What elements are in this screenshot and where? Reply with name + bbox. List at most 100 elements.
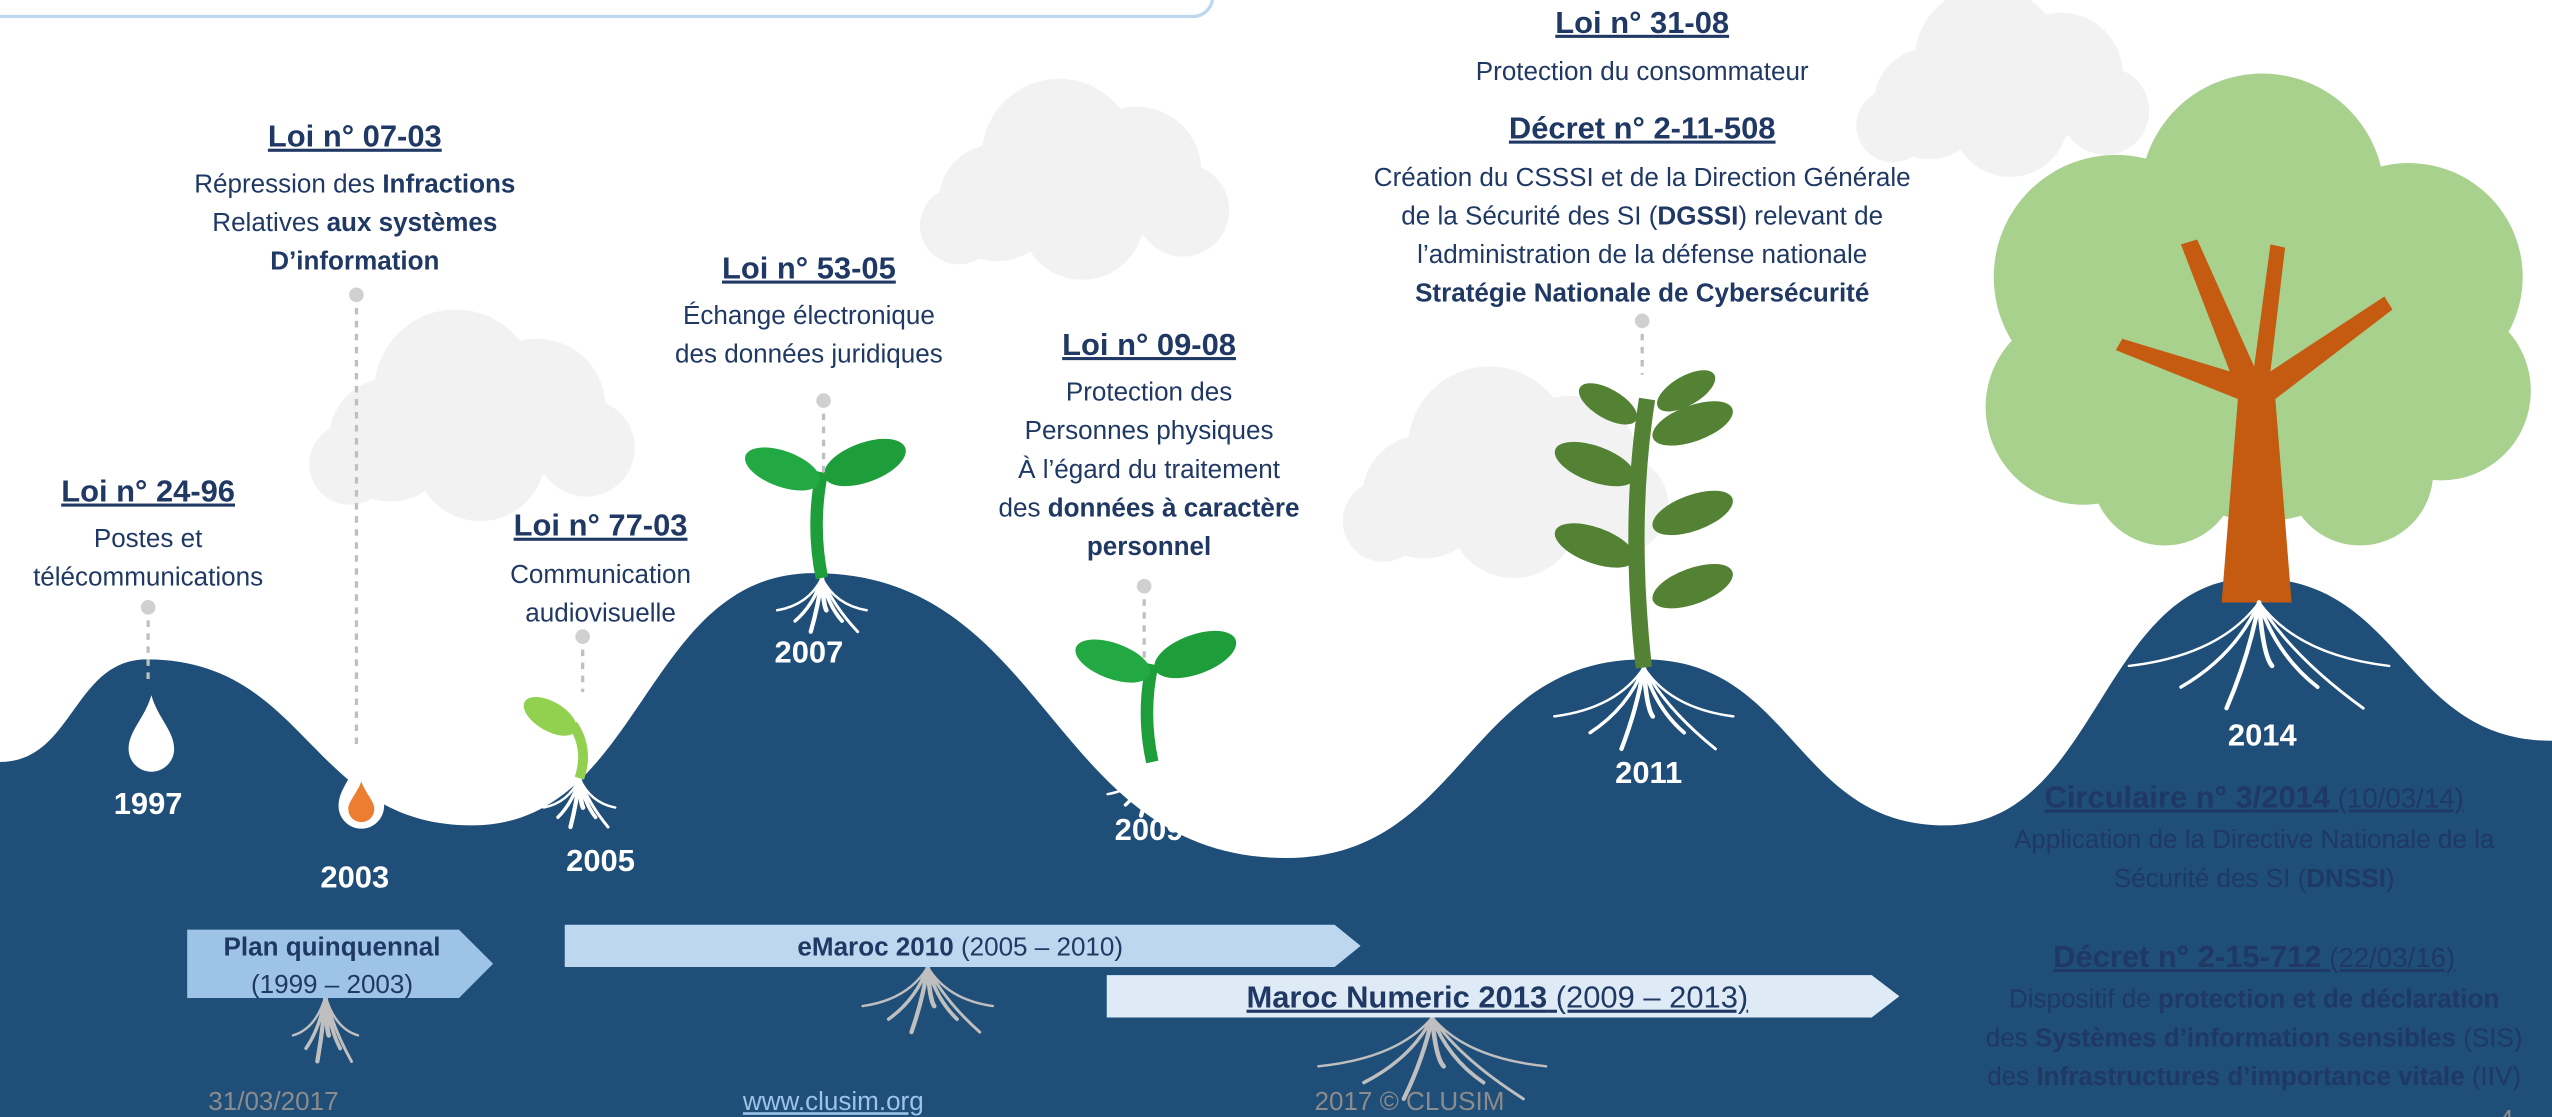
program-label: eMaroc 2010 (2005 – 2010): [797, 932, 1123, 962]
text-segment: (SIS): [2456, 1022, 2523, 1052]
text-segment: À l’égard du traitement: [1018, 454, 1281, 484]
text-segment: ) relevant de: [1738, 200, 1883, 230]
law-title: Décret n° 2-15-712 (22/03/16): [2053, 939, 2455, 974]
description-line: Protection du consommateur: [1476, 56, 1809, 86]
text-segment: des: [1987, 1061, 2036, 1091]
description-line: des Infrastructures d’importance vitale …: [1987, 1061, 2521, 1091]
text-segment: protection et de déclaration: [2158, 984, 2499, 1014]
description-line: des données à caractère: [999, 492, 1300, 522]
description-line: des Systèmes d’information sensibles (SI…: [1986, 1022, 2523, 1052]
text-segment: audiovisuelle: [525, 597, 676, 627]
cloud: [920, 79, 1229, 280]
cloud-puff: [537, 399, 635, 497]
text-segment: des: [999, 492, 1048, 522]
text-segment: Échange électronique: [683, 300, 935, 330]
description-line: À l’égard du traitement: [1018, 454, 1281, 484]
text-segment: Application de la Directive Nationale de…: [2014, 824, 2495, 854]
header-box: [0, 0, 1213, 17]
law-date: (22/03/16): [2321, 942, 2455, 973]
text-segment: Postes et: [94, 523, 203, 553]
program-name: Plan quinquennal: [224, 932, 441, 962]
description-line: personnel: [1087, 531, 1211, 561]
cloud-puff: [1449, 448, 1579, 578]
text-segment: données à caractère: [1048, 492, 1300, 522]
text-segment: personnel: [1087, 531, 1211, 561]
text-segment: ): [2386, 863, 2395, 893]
text-segment: Stratégie Nationale de Cybersécurité: [1415, 278, 1869, 308]
program-name: eMaroc 2010: [797, 932, 953, 962]
year-label: 2009: [1115, 812, 1184, 847]
text-segment: D’information: [270, 245, 439, 275]
year-label: 2011: [1615, 755, 1682, 790]
program-period: (2009 – 2013): [1547, 980, 1748, 1015]
drop: [339, 752, 385, 828]
description-line: audiovisuelle: [525, 597, 676, 627]
law-title: Loi n° 53-05: [722, 251, 896, 286]
description-line: des données juridiques: [675, 339, 943, 369]
description-line: Communication: [510, 559, 691, 589]
footer-page: 4: [2499, 1104, 2513, 1117]
footer-copyright: 2017 © CLUSIM: [1314, 1086, 1504, 1116]
stem: [1147, 664, 1152, 762]
law-name: Loi n° 77-03: [514, 508, 688, 543]
description-line: télécommunications: [33, 562, 263, 592]
tree: [1986, 73, 2531, 602]
leaf: [1647, 555, 1739, 618]
leaf: [1148, 621, 1242, 687]
program-period: (2005 – 2010): [954, 932, 1123, 962]
cloud: [1856, 0, 2149, 177]
text-segment: DGSSI: [1657, 200, 1738, 230]
description-line: Protection des: [1066, 377, 1232, 407]
cloud-puff: [1020, 156, 1144, 280]
description-line: Échange électronique: [683, 300, 935, 330]
text-segment: Protection des: [1066, 377, 1232, 407]
leader-dot: [575, 629, 590, 644]
text-segment: l’administration de la défense nationale: [1417, 239, 1867, 269]
law-name: Loi n° 24-96: [61, 474, 235, 509]
text-segment: (IIV): [2465, 1061, 2521, 1091]
law-title: Circulaire n° 3/2014 (10/03/14): [2045, 780, 2464, 815]
cloud-puff: [920, 187, 997, 264]
year-label: 1997: [114, 786, 183, 821]
description-line: l’administration de la défense nationale: [1417, 239, 1867, 269]
leader-dot: [1635, 314, 1650, 329]
cloud-puff: [1856, 89, 1929, 162]
text-segment: Communication: [510, 559, 691, 589]
law-name: Décret n° 2-11-508: [1509, 111, 1776, 146]
description-line: Stratégie Nationale de Cybersécurité: [1415, 278, 1869, 308]
description-line: Dispositif de protection et de déclarati…: [2009, 984, 2499, 1014]
law-name: Loi n° 07-03: [268, 119, 442, 154]
text-segment: Répression des: [194, 168, 382, 198]
sprout: [739, 429, 912, 578]
law-title: Loi n° 09-08: [1062, 327, 1236, 362]
leader-dot: [816, 393, 831, 408]
cloud-puff: [309, 423, 390, 504]
text-segment: Protection du consommateur: [1476, 56, 1809, 86]
law-name: Loi n° 09-08: [1062, 327, 1236, 362]
law-title: Loi n° 77-03: [514, 508, 688, 543]
text-segment: des données juridiques: [675, 339, 943, 369]
footer-website: www.clusim.org: [742, 1086, 924, 1116]
law-date: (10/03/14): [2330, 783, 2464, 814]
cloud-puff: [1136, 164, 1229, 257]
timeline-slide: Loi n° 24-96 Postes et télécommunications 1…: [0, 0, 2552, 1117]
text-segment: Infrastructures d’importance vitale: [2036, 1061, 2464, 1091]
text-segment: DNSSI: [2306, 863, 2386, 893]
description-line: Création du CSSSI et de la Direction Gén…: [1374, 162, 1911, 192]
year-label: 2003: [320, 859, 389, 894]
leader-dot: [141, 600, 156, 615]
program-period: (1999 – 2003): [251, 969, 413, 999]
sprout: [1070, 621, 1243, 762]
cloud-puff: [1951, 60, 2068, 177]
text-segment: de la Sécurité des SI (: [1401, 200, 1657, 230]
stem: [817, 472, 822, 578]
text-segment: Dispositif de: [2009, 984, 2158, 1014]
law-title: Loi n° 31-08: [1555, 5, 1729, 40]
text-segment: Création du CSSSI et de la Direction Gén…: [1374, 162, 1911, 192]
page: Loi n° 24-96 Postes et télécommunications 1…: [0, 0, 2552, 1117]
law-name: Loi n° 53-05: [722, 251, 896, 286]
text-segment: Infractions: [382, 168, 515, 198]
cloud-puff: [1343, 480, 1424, 561]
description-line: Répression des Infractions: [194, 168, 515, 198]
description-line: D’information: [270, 245, 439, 275]
